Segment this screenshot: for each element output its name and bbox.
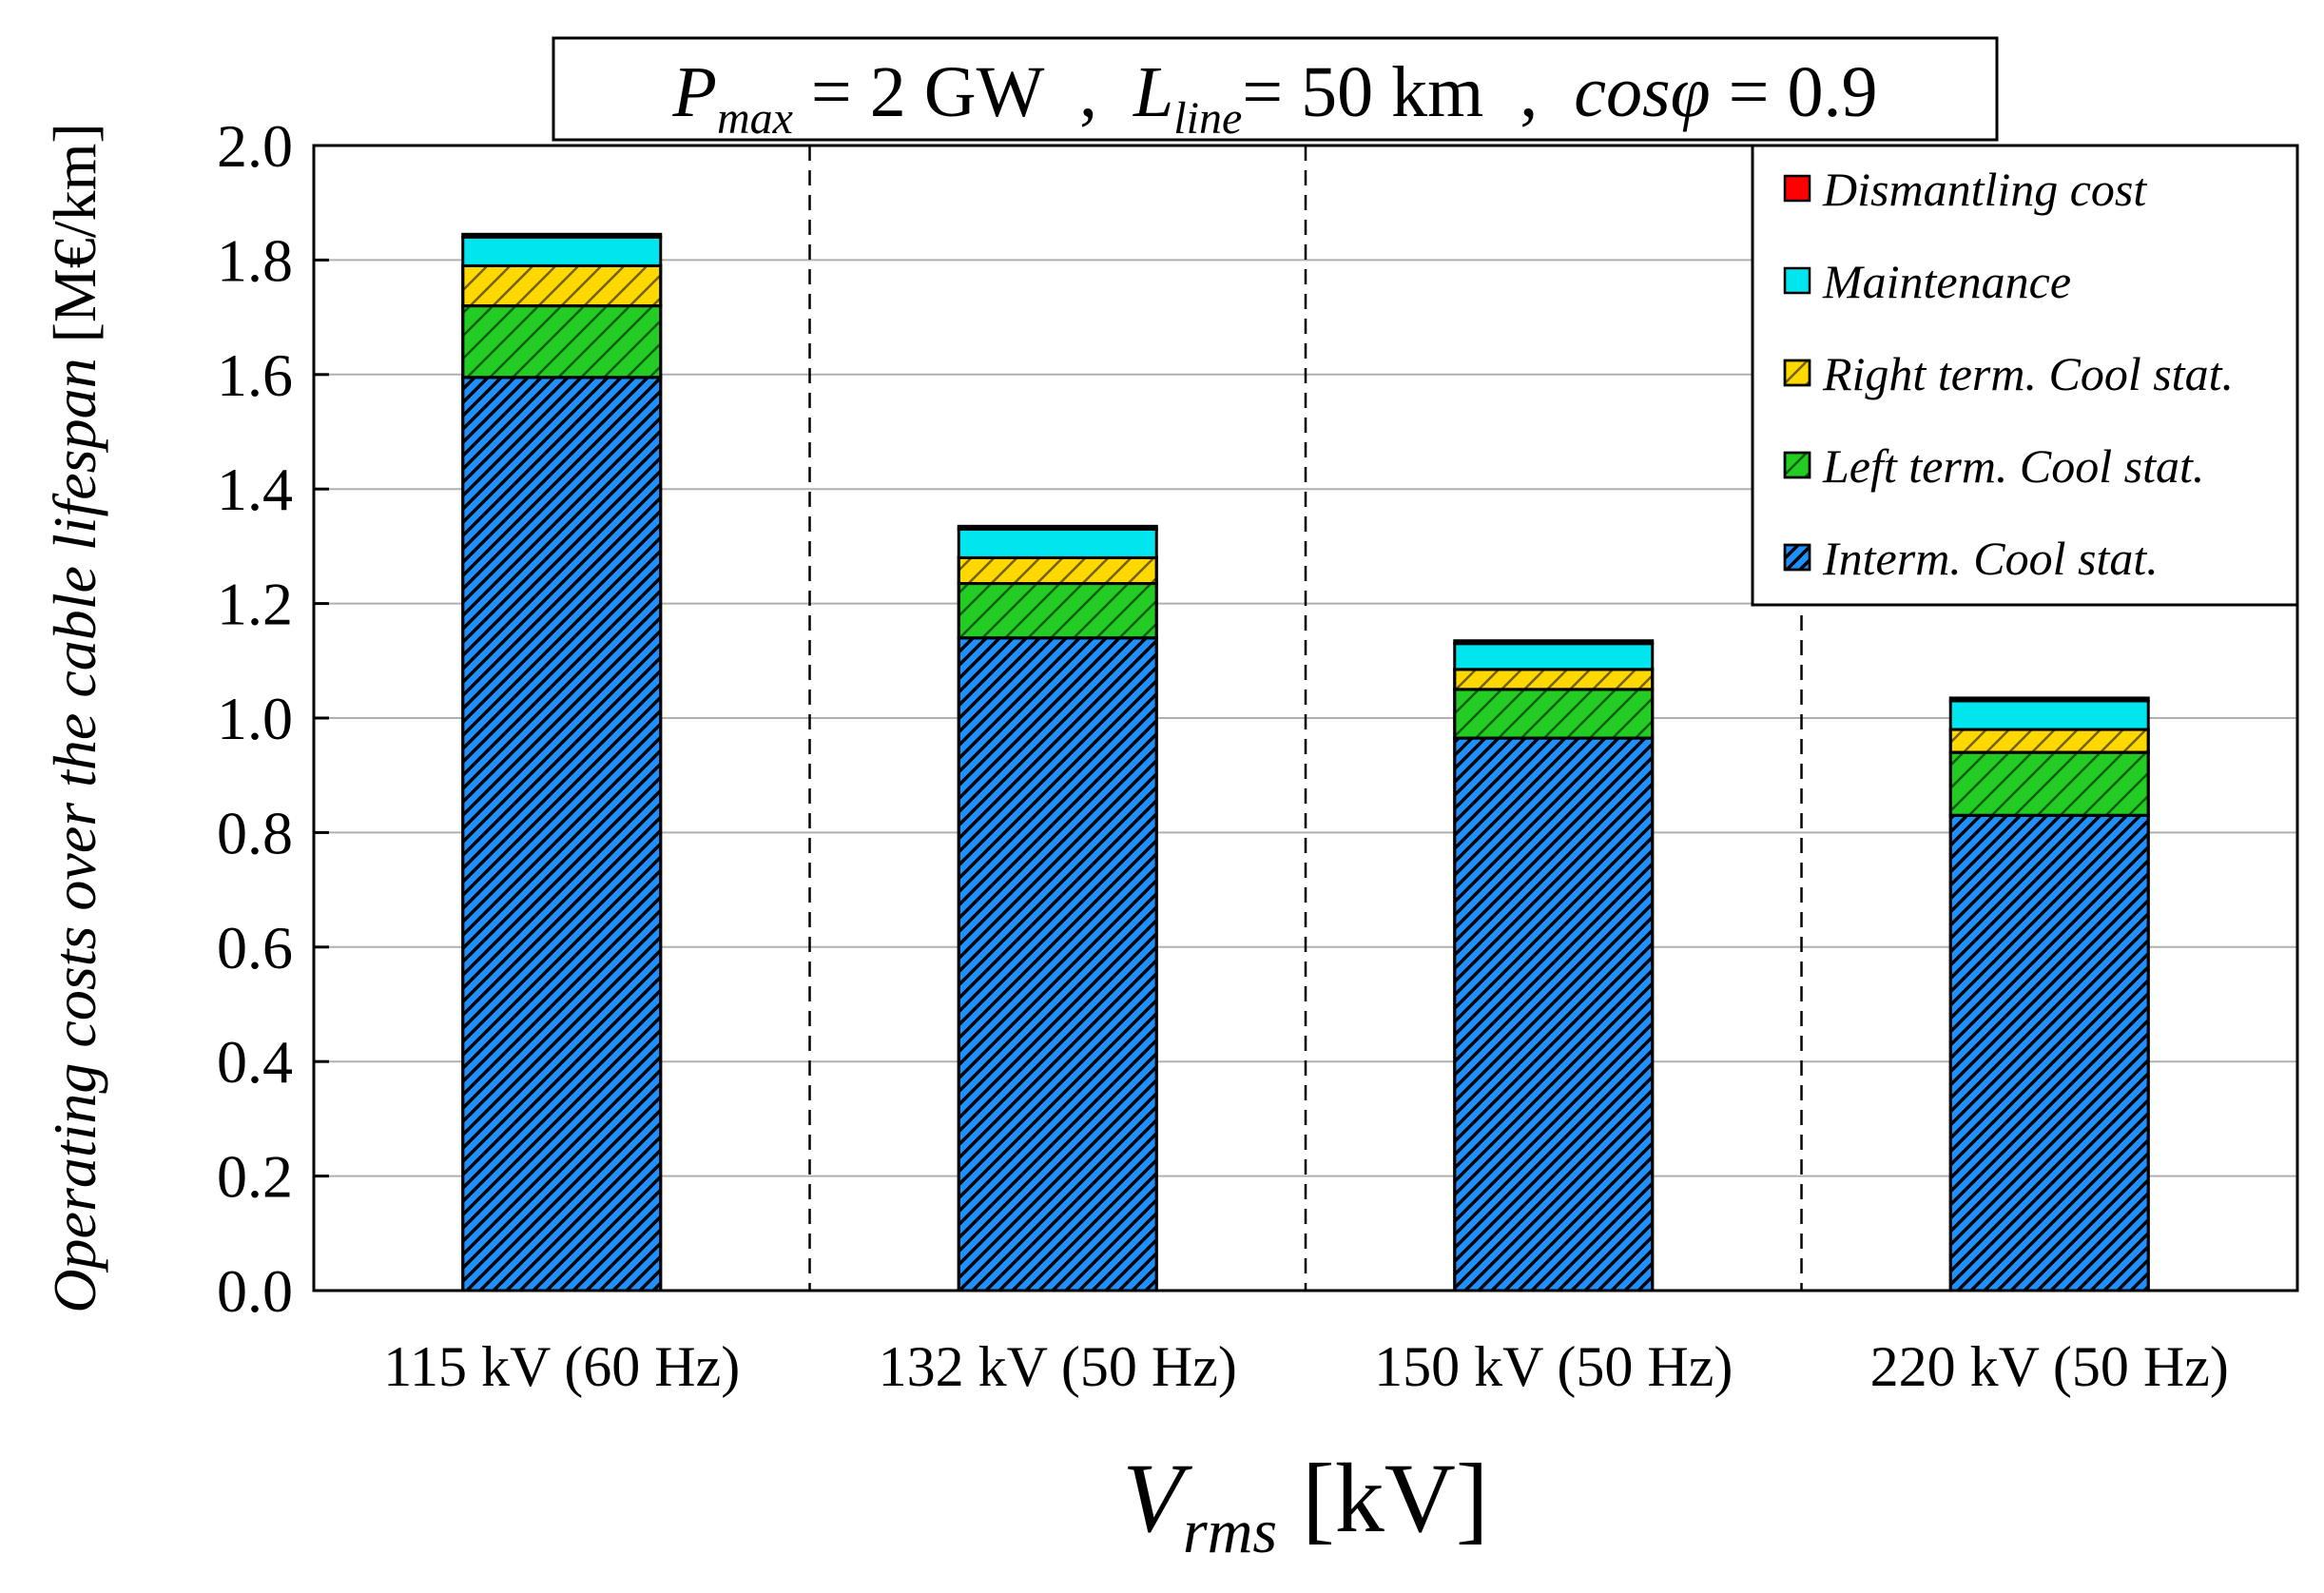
- bar-segment-dismantling-cost: [1453, 639, 1655, 646]
- bar-segment-dismantling-cost: [1948, 696, 2150, 703]
- y-axis-title: Operating costs over the cable lifespan …: [41, 123, 108, 1312]
- legend-item: Maintenance: [1783, 255, 2071, 308]
- title-box: [552, 36, 1999, 142]
- bar-stack: [461, 232, 663, 1292]
- title-text: Pmax = 2 GW , Lline= 50 km , cosφ = 0.9: [672, 52, 1878, 144]
- legend-label: Right term. Cool stat.: [1822, 347, 2234, 400]
- legend-item: Left term. Cool stat.: [1783, 439, 2204, 493]
- legend-item: Dismantling cost: [1783, 163, 2147, 216]
- bar-segment-right-term-cool-stat-hatch: [957, 555, 1158, 586]
- y-tick-label: 1.0: [217, 685, 293, 752]
- legend-swatch: [1783, 174, 1811, 203]
- x-axis-categories: 115 kV (60 Hz) 132 kV (50 Hz) 150 kV (50 H…: [383, 1335, 2229, 1398]
- legend-box: [1751, 144, 2299, 607]
- y-tick-label: 1.2: [217, 571, 293, 638]
- category-separators: [808, 146, 1803, 1291]
- bars-group: [461, 232, 2150, 1292]
- bar-segment-left-term-cool-stat-hatch: [1453, 688, 1655, 740]
- bar-segment-dismantling-cost: [461, 232, 663, 239]
- y-tick-label: 0.4: [217, 1028, 293, 1096]
- bar-segment-maintenance: [1453, 642, 1655, 671]
- legend-item: Interm. Cool stat.: [1783, 532, 2159, 585]
- bar-segment-left-term-cool-stat-hatch: [1948, 750, 2150, 817]
- bar-segment-maintenance: [957, 527, 1158, 559]
- bar-segment-maintenance: [461, 235, 663, 267]
- x-category-label: 132 kV (50 Hz): [879, 1335, 1237, 1398]
- chart-title: Pmax = 2 GW , Lline= 50 km , cosφ = 0.9: [552, 36, 1999, 144]
- bar-segment-interm-cool-stat-hatch: [957, 636, 1158, 1292]
- bar-segment-right-term-cool-stat-hatch: [461, 263, 663, 308]
- legend-label: Left term. Cool stat.: [1822, 439, 2204, 493]
- y-tick-label: 0.0: [217, 1257, 293, 1325]
- bar-segment-interm-cool-stat-hatch: [1453, 736, 1655, 1292]
- y-axis-ticks: 0.0 0.2 0.4 0.6 0.8 1.0 1.2 1.4 1.6 1.8 2.0: [217, 112, 329, 1325]
- legend-swatch: [1783, 266, 1811, 295]
- legend: Dismantling cost Maintenance Right term. C…: [1751, 144, 2299, 607]
- bar-segment-maintenance: [1948, 699, 2150, 731]
- x-category-label: 150 kV (50 Hz): [1374, 1335, 1733, 1398]
- y-tick-label: 0.6: [217, 914, 293, 981]
- legend-swatch-hatch: [1783, 451, 1811, 479]
- legend-label: Maintenance: [1822, 255, 2071, 308]
- y-tick-label: 1.4: [217, 456, 293, 523]
- y-tick-label: 1.8: [217, 226, 293, 294]
- bar-segment-dismantling-cost: [957, 524, 1158, 531]
- bar-segment-left-term-cool-stat-hatch: [957, 582, 1158, 640]
- legend-label: Interm. Cool stat.: [1822, 532, 2159, 585]
- bar-segment-interm-cool-stat-hatch: [1948, 813, 2150, 1292]
- legend-swatch-hatch: [1783, 359, 1811, 387]
- x-category-label: 115 kV (60 Hz): [383, 1335, 740, 1398]
- legend-swatch-hatch: [1783, 543, 1811, 572]
- y-tick-label: 0.8: [217, 799, 293, 866]
- bar-segment-interm-cool-stat-hatch: [461, 376, 663, 1292]
- x-axis-title: Vrms [kV]: [1123, 1444, 1489, 1566]
- bar-segment-right-term-cool-stat-hatch: [1453, 668, 1655, 691]
- bar-segment-right-term-cool-stat-hatch: [1948, 728, 2150, 754]
- y-tick-label: 1.6: [217, 341, 293, 409]
- bar-stack: [957, 524, 1158, 1292]
- bar-stack: [1453, 639, 1655, 1292]
- legend-item: Right term. Cool stat.: [1783, 347, 2234, 400]
- bar-segment-left-term-cool-stat-hatch: [461, 304, 663, 379]
- x-category-label: 220 kV (50 Hz): [1870, 1335, 2229, 1398]
- y-tick-label: 2.0: [217, 112, 293, 180]
- legend-label: Dismantling cost: [1822, 163, 2147, 216]
- bar-stack: [1948, 696, 2150, 1292]
- y-tick-label: 0.2: [217, 1143, 293, 1211]
